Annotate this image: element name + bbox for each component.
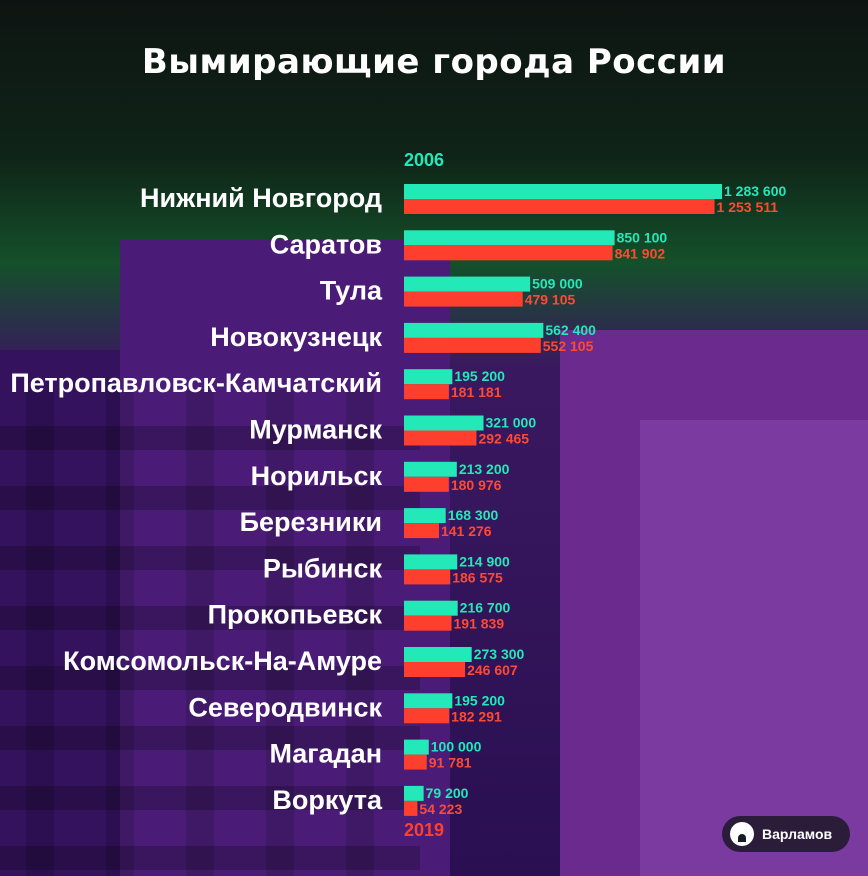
bar-2006: [404, 554, 458, 570]
value-label-2019: 841 902: [615, 245, 666, 261]
value-label-2019: 54 223: [419, 801, 462, 817]
value-label-2006: 509 000: [532, 276, 583, 292]
legend-year-2006: 2006: [404, 150, 445, 170]
value-label-2006: 100 000: [431, 739, 482, 755]
city-label: Петропавловск-Камчатский: [10, 368, 382, 398]
city-label: Прокопьевск: [208, 600, 383, 630]
city-label: Мурманск: [249, 415, 382, 445]
bar-2006: [404, 230, 615, 246]
bar-2019: [404, 615, 452, 631]
value-label-2006: 216 700: [460, 600, 511, 616]
background-windows: [0, 390, 420, 876]
brand-name: Варламов: [762, 826, 833, 842]
city-label: Новокузнецк: [210, 322, 382, 352]
value-label-2006: 321 000: [486, 415, 537, 431]
city-label: Нижний Новгород: [140, 183, 382, 213]
value-label-2019: 552 105: [543, 338, 594, 354]
value-label-2019: 186 575: [452, 569, 503, 585]
value-label-2019: 191 839: [454, 616, 505, 632]
city-label: Северодвинск: [188, 692, 382, 722]
legend-year-2019: 2019: [404, 820, 445, 840]
value-label-2019: 1 253 511: [717, 199, 779, 215]
background-building: [640, 420, 868, 876]
bar-2019: [404, 291, 523, 307]
value-label-2019: 246 607: [467, 662, 518, 678]
value-label-2006: 562 400: [545, 322, 596, 338]
value-label-2006: 195 200: [454, 368, 505, 384]
city-label: Саратов: [270, 229, 382, 259]
city-label: Рыбинск: [263, 553, 383, 583]
bar-2019: [404, 245, 613, 261]
value-label-2019: 182 291: [451, 708, 502, 724]
varlamov-logo[interactable]: Варламов: [722, 816, 850, 852]
bar-2006: [404, 415, 484, 431]
bar-2019: [404, 337, 541, 353]
value-label-2019: 180 976: [451, 477, 502, 493]
bar-2006: [404, 739, 429, 755]
bar-2019: [404, 476, 449, 492]
bar-2006: [404, 693, 453, 709]
value-label-2019: 479 105: [525, 292, 576, 308]
bar-2006: [404, 600, 458, 616]
bar-2019: [404, 523, 439, 539]
bar-2019: [404, 800, 418, 816]
value-label-2006: 168 300: [448, 507, 499, 523]
bar-2019: [404, 430, 477, 446]
bar-2019: [404, 662, 466, 677]
value-label-2006: 850 100: [617, 229, 668, 245]
bar-2006: [404, 184, 722, 199]
value-label-2019: 292 465: [478, 431, 529, 447]
city-label: Магадан: [269, 739, 382, 769]
value-label-2006: 214 900: [459, 553, 510, 569]
bar-2019: [404, 384, 449, 400]
value-label-2019: 91 781: [429, 755, 472, 771]
value-label-2006: 273 300: [474, 646, 525, 662]
bar-2019: [404, 199, 715, 214]
value-label-2006: 1 283 600: [724, 183, 786, 199]
value-label-2006: 79 200: [426, 785, 469, 801]
value-label-2019: 141 276: [441, 523, 492, 539]
city-label: Тула: [320, 276, 383, 306]
bar-2019: [404, 754, 427, 770]
bar-2006: [404, 276, 531, 292]
varlamov-logo-icon: [730, 822, 754, 846]
city-label: Норильск: [251, 461, 383, 491]
bar-2006: [404, 785, 424, 801]
bar-2006: [404, 322, 544, 338]
bar-2019: [404, 708, 450, 724]
bar-2006: [404, 647, 472, 662]
value-label-2019: 181 181: [451, 384, 502, 400]
bar-2006: [404, 461, 457, 477]
background-windows: [0, 390, 420, 876]
city-label: Комсомольск-На-Амуре: [63, 646, 382, 676]
value-label-2006: 195 200: [454, 692, 505, 708]
bar-2006: [404, 508, 446, 524]
city-label: Воркута: [272, 785, 383, 815]
bar-2006: [404, 369, 453, 385]
bar-2019: [404, 569, 451, 585]
chart-title: Вымирающие города России: [141, 42, 727, 82]
city-label: Березники: [240, 507, 382, 537]
background-building: [120, 240, 450, 876]
value-label-2006: 213 200: [459, 461, 510, 477]
